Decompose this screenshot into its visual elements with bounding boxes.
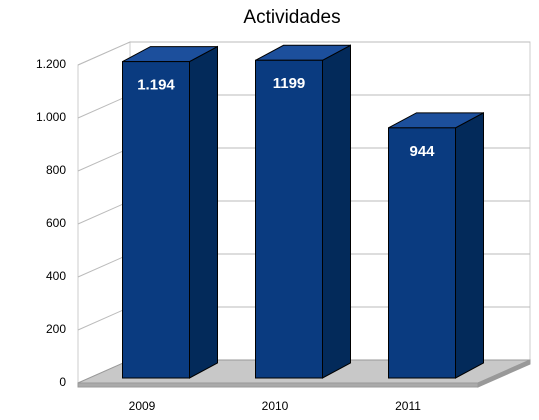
x-tick-label: 2010	[262, 399, 289, 413]
bar	[388, 127, 456, 379]
bar-side	[455, 112, 484, 379]
bar-side	[322, 44, 351, 379]
chart-title: Actividades	[243, 7, 340, 28]
y-tick-label: 800	[46, 163, 66, 177]
floor-side	[477, 359, 531, 388]
y-tick-label: 400	[46, 269, 66, 283]
y-tick-label: 1.200	[36, 57, 66, 71]
bar-side	[189, 45, 218, 379]
value-label: 944	[409, 143, 435, 160]
y-tick-label: 600	[46, 216, 66, 230]
x-tick-label: 2011	[395, 399, 421, 413]
value-label: 1.194	[137, 77, 175, 94]
value-label: 1199	[273, 75, 306, 92]
y-tick-label: 0	[59, 375, 66, 389]
grid-line	[77, 41, 530, 66]
floor-edge	[77, 382, 479, 388]
bar	[122, 61, 190, 379]
x-tick-label: 2009	[129, 399, 156, 413]
bar	[255, 59, 323, 379]
y-tick-label: 200	[46, 322, 66, 336]
y-tick-label: 1.000	[36, 110, 66, 124]
